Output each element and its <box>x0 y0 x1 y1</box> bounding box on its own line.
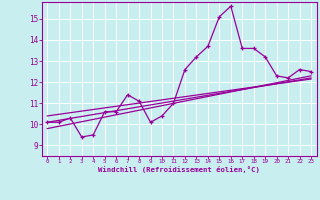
X-axis label: Windchill (Refroidissement éolien,°C): Windchill (Refroidissement éolien,°C) <box>98 166 260 173</box>
